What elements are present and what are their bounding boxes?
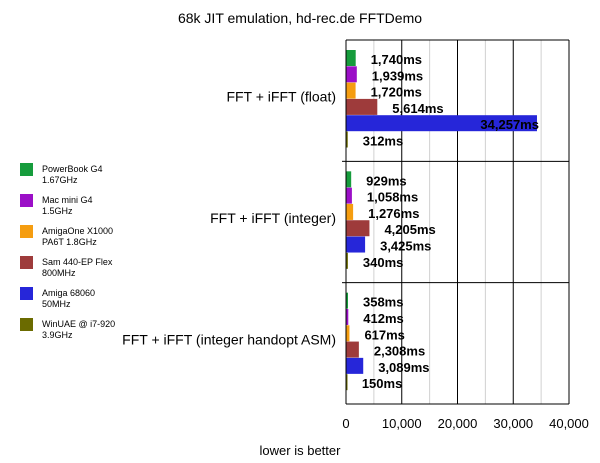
data-label: 3,425ms bbox=[380, 239, 431, 254]
bars bbox=[346, 50, 537, 391]
category-label: FFT + iFFT (integer) bbox=[210, 210, 336, 226]
axes bbox=[342, 39, 569, 405]
legend-label: 1.67GHz bbox=[42, 175, 78, 185]
category-label: FFT + iFFT (float) bbox=[226, 89, 336, 105]
bar bbox=[346, 341, 359, 358]
data-label: 617ms bbox=[364, 327, 404, 342]
bar bbox=[346, 50, 356, 66]
x-tick-labels: 0 10,000 20,000 30,000 40,000 bbox=[342, 416, 589, 431]
legend-swatch bbox=[20, 225, 33, 238]
data-label: 150ms bbox=[362, 376, 402, 391]
bar bbox=[346, 171, 352, 188]
bar bbox=[346, 220, 370, 237]
x-tick-label: 30,000 bbox=[493, 416, 533, 431]
data-label: 312ms bbox=[363, 134, 403, 149]
bar bbox=[346, 374, 348, 391]
legend-label: 1.5GHz bbox=[42, 206, 73, 216]
bar bbox=[346, 252, 348, 269]
bar bbox=[346, 66, 357, 83]
legend-label: 800MHz bbox=[42, 268, 76, 278]
bar bbox=[346, 131, 348, 148]
legend-label: 3.9GHz bbox=[42, 330, 73, 340]
bar bbox=[346, 187, 352, 204]
legend: PowerBook G41.67GHz Mac mini G41.5GHz Amig… bbox=[20, 163, 115, 340]
data-label: 1,740ms bbox=[371, 52, 422, 67]
x-tick-label: 0 bbox=[342, 416, 349, 431]
data-label: 1,720ms bbox=[371, 85, 422, 100]
bar bbox=[346, 325, 350, 342]
legend-label: AmigaOne X1000 bbox=[42, 226, 113, 236]
chart-title: 68k JIT emulation, hd-rec.de FFTDemo bbox=[178, 10, 422, 26]
data-label: 4,205ms bbox=[384, 222, 435, 237]
x-axis-label: lower is better bbox=[260, 443, 342, 458]
x-tick-label: 10,000 bbox=[382, 416, 422, 431]
bar bbox=[346, 292, 348, 309]
legend-swatch bbox=[20, 318, 33, 331]
legend-swatch bbox=[20, 287, 33, 300]
legend-label: Mac mini G4 bbox=[42, 195, 93, 205]
category-labels: FFT + iFFT (float) FFT + iFFT (integer) FF… bbox=[122, 89, 336, 348]
data-label: 1,276ms bbox=[368, 206, 419, 221]
legend-label: PowerBook G4 bbox=[42, 164, 103, 174]
data-label: 1,058ms bbox=[367, 190, 418, 205]
legend-label: PA6T 1.8GHz bbox=[42, 237, 97, 247]
category-label: FFT + iFFT (integer handopt ASM) bbox=[122, 331, 336, 347]
data-label: 358ms bbox=[363, 295, 403, 310]
legend-swatch bbox=[20, 194, 33, 207]
data-label: 34,257ms bbox=[480, 117, 539, 132]
bar bbox=[346, 98, 378, 115]
bar bbox=[346, 236, 366, 253]
legend-label: WinUAE @ i7-920 bbox=[42, 319, 115, 329]
bar bbox=[346, 308, 349, 325]
legend-label: 50MHz bbox=[42, 299, 71, 309]
legend-label: Sam 440-EP Flex bbox=[42, 257, 113, 267]
legend-swatch bbox=[20, 163, 33, 176]
data-label: 340ms bbox=[363, 255, 403, 270]
data-label: 929ms bbox=[366, 173, 406, 188]
bar bbox=[346, 203, 354, 220]
legend-label: Amiga 68060 bbox=[42, 288, 95, 298]
data-label: 1,939ms bbox=[372, 68, 423, 83]
legend-swatch bbox=[20, 256, 33, 269]
x-tick-label: 20,000 bbox=[438, 416, 478, 431]
data-label: 3,089ms bbox=[378, 360, 429, 375]
data-label: 412ms bbox=[363, 311, 403, 326]
data-label: 5,614ms bbox=[392, 101, 443, 116]
x-tick-label: 40,000 bbox=[549, 416, 589, 431]
bar bbox=[346, 357, 364, 374]
bar bbox=[346, 82, 356, 99]
data-label: 2,308ms bbox=[374, 344, 425, 359]
bar bbox=[346, 115, 537, 132]
